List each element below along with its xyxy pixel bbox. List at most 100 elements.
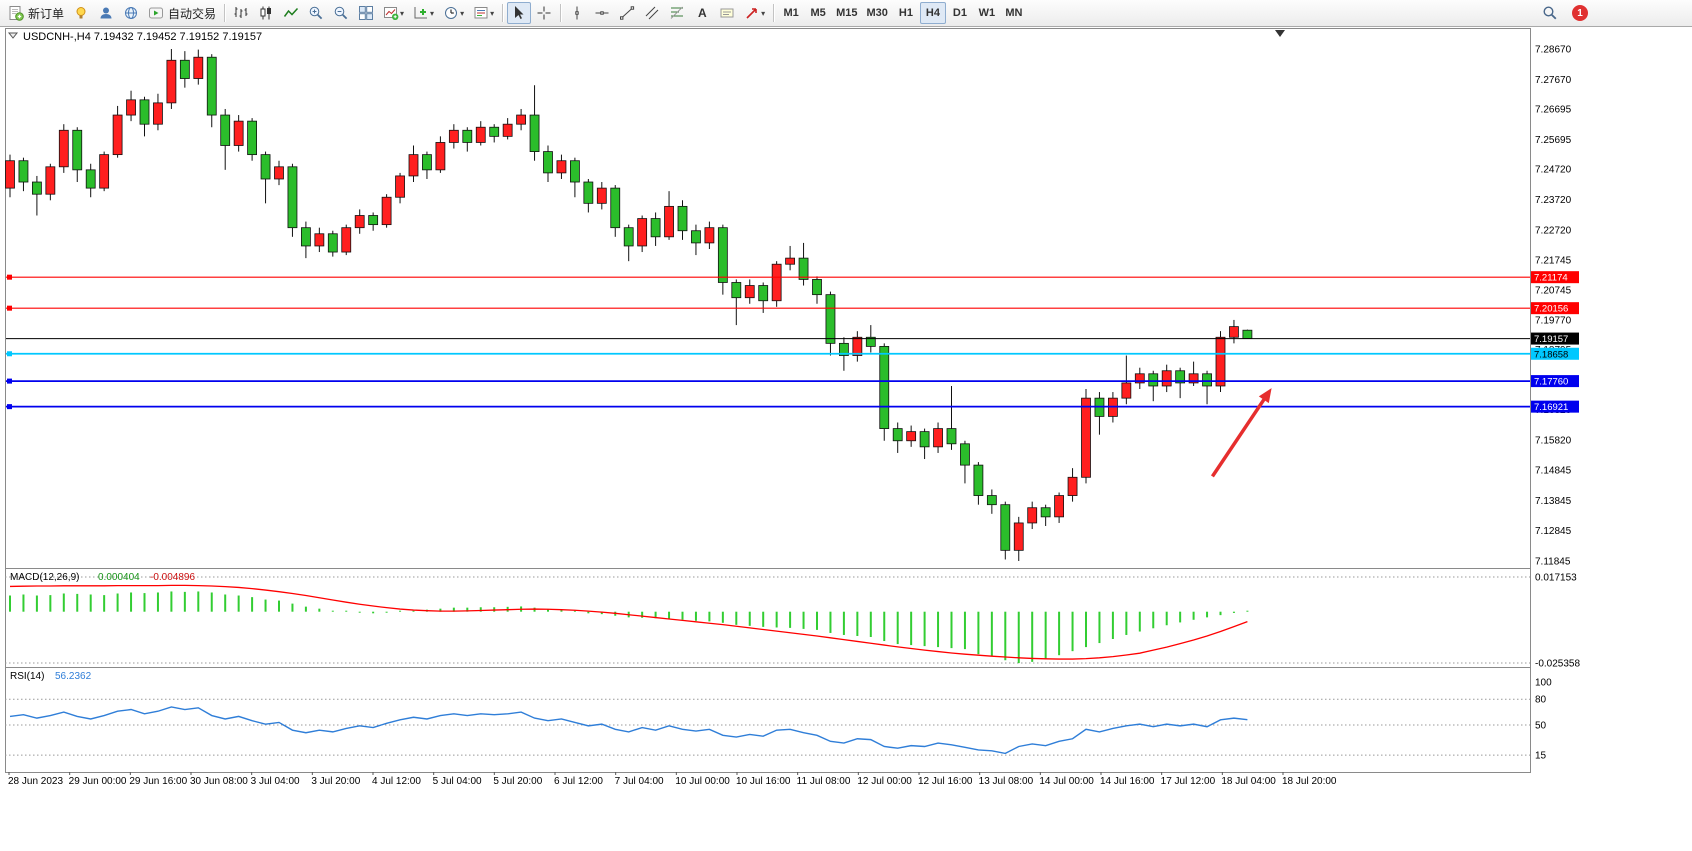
- fibonacci-icon: [670, 6, 684, 19]
- price-tag: [1531, 400, 1579, 413]
- chart-shift-marker[interactable]: [1275, 30, 1285, 37]
- rsi-axis-label: 100: [1535, 678, 1552, 689]
- zoom-out-icon: [334, 6, 348, 20]
- accounts-button[interactable]: [94, 2, 118, 24]
- svg-text:12 Jul 16:00: 12 Jul 16:00: [918, 776, 973, 787]
- indicators-button[interactable]: ▾: [409, 2, 438, 24]
- autotrade-button[interactable]: 自动交易: [144, 2, 220, 24]
- rsi-axis-label: 15: [1535, 751, 1547, 762]
- trendline-button[interactable]: [615, 2, 639, 24]
- svg-text:7.26695: 7.26695: [1535, 105, 1572, 116]
- price-tag: [1531, 271, 1579, 284]
- horizontal-lines[interactable]: 7.21174 7.20156 7.18658 7.17760 7.16921 7.191…: [6, 271, 1579, 413]
- macd-histogram: [9, 591, 1249, 664]
- text-icon: A: [698, 6, 707, 20]
- timeframe-button-mn[interactable]: MN: [1001, 2, 1027, 24]
- svg-text:7.15820: 7.15820: [1535, 436, 1572, 447]
- periods-button[interactable]: ▾: [439, 2, 468, 24]
- fibonacci-button[interactable]: [665, 2, 689, 24]
- svg-text:6 Jul 12:00: 6 Jul 12:00: [554, 776, 603, 787]
- annotation-arrow[interactable]: [1210, 394, 1269, 478]
- new-chart-button[interactable]: ▾: [379, 2, 408, 24]
- svg-text:4 Jul 12:00: 4 Jul 12:00: [372, 776, 421, 787]
- svg-text:7.21174: 7.21174: [1534, 273, 1568, 284]
- equidistant-channel-button[interactable]: [640, 2, 664, 24]
- svg-text:12 Jul 00:00: 12 Jul 00:00: [857, 776, 912, 787]
- svg-text:7.11845: 7.11845: [1535, 557, 1571, 568]
- crosshair-button[interactable]: [532, 2, 556, 24]
- label-button[interactable]: [715, 2, 739, 24]
- label-icon: [720, 8, 734, 18]
- svg-text:18 Jul 20:00: 18 Jul 20:00: [1282, 776, 1337, 787]
- timeframe-button-h1[interactable]: H1: [893, 2, 919, 24]
- new-order-label: 新订单: [28, 6, 65, 21]
- community-button[interactable]: [119, 2, 143, 24]
- templates-button[interactable]: ▾: [469, 2, 498, 24]
- bars-chart-icon: [234, 7, 248, 18]
- macd-pane-border: [5, 568, 1531, 668]
- quick-trade-button[interactable]: [69, 2, 93, 24]
- svg-text:10 Jul 16:00: 10 Jul 16:00: [736, 776, 791, 787]
- timeframe-button-w1[interactable]: W1: [974, 2, 1000, 24]
- template-icon: [474, 7, 488, 19]
- svg-text:29 Jun 16:00: 29 Jun 16:00: [129, 776, 187, 787]
- zoom-in-button[interactable]: [304, 2, 328, 24]
- macd-signal-value: -0.004896: [150, 572, 195, 583]
- svg-text:7.17760: 7.17760: [1534, 377, 1568, 388]
- tile-windows-icon: [359, 6, 374, 20]
- time-axis: 28 Jun 2023 29 Jun 00:00 29 Jun 16:00 30 Ju…: [8, 772, 1337, 787]
- timeframe-button-m15[interactable]: M15: [832, 2, 861, 24]
- notification-badge[interactable]: 1: [1572, 5, 1588, 21]
- bulb-icon: [76, 7, 86, 19]
- zoom-in-icon: [309, 6, 323, 20]
- search-icon: [1543, 6, 1557, 20]
- indicators-icon: [414, 7, 428, 19]
- svg-text:14 Jul 00:00: 14 Jul 00:00: [1039, 776, 1094, 787]
- macd-main-value: 0.000404: [98, 572, 140, 583]
- one-click-trading-toggle[interactable]: [7, 32, 19, 39]
- horizontal-line-icon: [595, 11, 609, 15]
- price-tag: [1531, 302, 1579, 315]
- candles-chart-button[interactable]: [254, 2, 278, 24]
- svg-text:11 Jul 08:00: 11 Jul 08:00: [797, 776, 851, 787]
- zoom-out-button[interactable]: [329, 2, 353, 24]
- arrows-button[interactable]: ▾: [740, 2, 769, 24]
- crosshair-icon: [537, 6, 551, 20]
- clock-icon: [445, 7, 458, 19]
- rsi-axis-label: 80: [1535, 695, 1547, 706]
- new-chart-icon: [384, 7, 399, 20]
- timeframe-button-h4[interactable]: H4: [919, 2, 946, 24]
- profile-icon: [100, 7, 112, 19]
- timeframe-button-m5[interactable]: M5: [805, 2, 831, 24]
- dropdown-caret: ▾: [490, 8, 495, 18]
- search-button[interactable]: [1538, 2, 1562, 24]
- tile-windows-button[interactable]: [354, 2, 378, 24]
- svg-text:7.24720: 7.24720: [1535, 165, 1572, 176]
- svg-text:30 Jun 08:00: 30 Jun 08:00: [190, 776, 248, 787]
- timeframe-button-m30[interactable]: M30: [863, 2, 892, 24]
- toolbar-separator: [773, 4, 775, 22]
- rsi-axis-label: 50: [1535, 721, 1547, 732]
- bars-chart-button[interactable]: [229, 2, 253, 24]
- svg-text:7.28670: 7.28670: [1535, 45, 1572, 56]
- price-tag: [1531, 332, 1579, 345]
- text-button[interactable]: A: [690, 2, 714, 24]
- vertical-line-button[interactable]: [565, 2, 589, 24]
- svg-text:5 Jul 04:00: 5 Jul 04:00: [433, 776, 482, 787]
- trendline-icon: [620, 6, 635, 20]
- svg-text:7.12845: 7.12845: [1535, 526, 1572, 537]
- svg-text:7.13845: 7.13845: [1535, 496, 1572, 507]
- line-chart-button[interactable]: [279, 2, 303, 24]
- timeframe-button-m1[interactable]: M1: [778, 2, 804, 24]
- horizontal-line-button[interactable]: [590, 2, 614, 24]
- new-order-button[interactable]: 新订单: [4, 2, 68, 24]
- timeframe-button-d1[interactable]: D1: [947, 2, 973, 24]
- svg-text:7.16921: 7.16921: [1534, 402, 1568, 413]
- cursor-button[interactable]: [507, 2, 532, 24]
- main-toolbar: 新订单 自动交易: [0, 0, 1692, 27]
- candles: [5, 49, 1253, 561]
- chart-canvas[interactable]: 7.28670 7.27670 7.26695 7.25695 7.24720 7.237…: [0, 27, 1692, 851]
- toolbar-separator: [502, 4, 504, 22]
- vertical-line-icon: [575, 6, 579, 20]
